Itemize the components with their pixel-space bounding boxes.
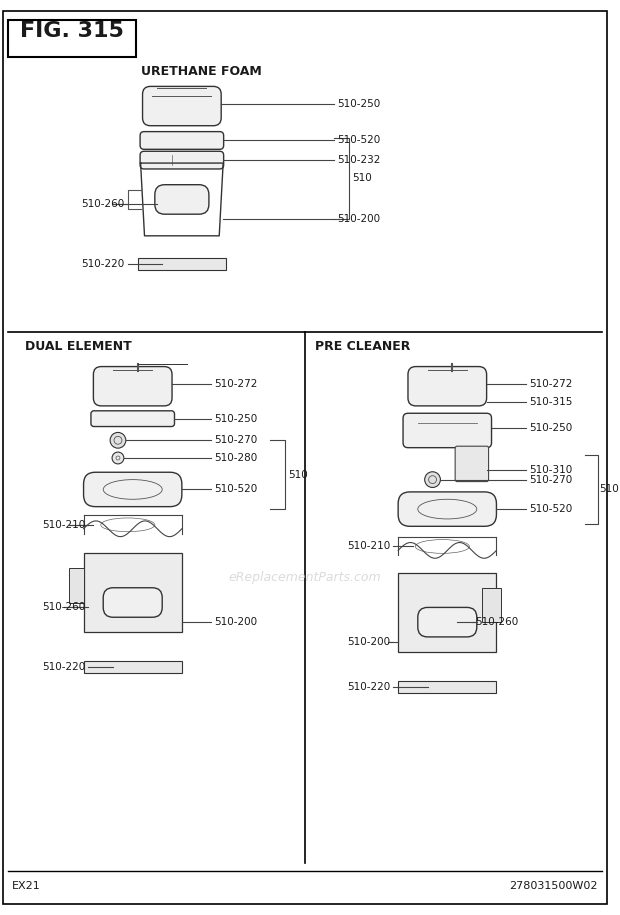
Text: 510-250: 510-250 [215,414,257,424]
Text: 510-260: 510-260 [82,199,125,210]
Text: 510-260: 510-260 [475,617,518,627]
Bar [84,662,182,673]
Text: eReplacementParts.com: eReplacementParts.com [228,572,381,585]
FancyBboxPatch shape [155,185,209,214]
Text: 510-200: 510-200 [347,637,390,647]
Circle shape [425,472,440,488]
Text: 510-272: 510-272 [215,379,258,389]
FancyBboxPatch shape [418,608,477,637]
Text: PRE CLEANER: PRE CLEANER [314,340,410,353]
Text: 510-232: 510-232 [337,156,381,165]
Text: 510-520: 510-520 [529,504,572,514]
FancyBboxPatch shape [408,367,487,406]
Text: 510-280: 510-280 [215,453,257,463]
FancyBboxPatch shape [455,447,489,481]
Text: EX21: EX21 [12,880,40,890]
Text: 510-272: 510-272 [529,379,572,389]
FancyBboxPatch shape [140,151,224,169]
Text: DUAL ELEMENT: DUAL ELEMENT [25,340,131,353]
Text: 510-210: 510-210 [347,542,390,552]
Text: 510-260: 510-260 [42,602,86,612]
Text: 510-270: 510-270 [529,475,572,485]
Text: 510-220: 510-220 [82,259,125,269]
Bar [482,587,502,622]
Bar [84,554,182,632]
Text: 278031500W02: 278031500W02 [509,880,598,890]
FancyBboxPatch shape [403,414,492,447]
Bar [398,573,497,651]
Text: 510-250: 510-250 [337,99,381,109]
Text: URETHANE FOAM: URETHANE FOAM [141,65,262,78]
Text: 510-200: 510-200 [337,214,380,224]
Text: 510-270: 510-270 [215,436,257,446]
Text: 510-310: 510-310 [529,465,572,475]
Text: 510-520: 510-520 [337,135,381,145]
Bar [398,681,497,693]
Text: 510-520: 510-520 [215,484,257,494]
Text: 510-200: 510-200 [215,617,257,627]
Text: 510-250: 510-250 [529,424,572,434]
FancyBboxPatch shape [91,411,174,426]
Bar [138,258,226,270]
Circle shape [110,433,126,448]
Bar [69,568,84,602]
FancyBboxPatch shape [398,492,497,526]
Text: 510: 510 [352,173,371,183]
FancyBboxPatch shape [84,472,182,507]
FancyBboxPatch shape [103,587,162,618]
Circle shape [112,452,124,464]
Text: 510-210: 510-210 [42,520,86,530]
FancyBboxPatch shape [94,367,172,406]
Text: 510-315: 510-315 [529,397,572,407]
Text: 510: 510 [288,469,308,479]
Text: FIG. 315: FIG. 315 [20,21,124,41]
Text: 510-220: 510-220 [42,662,86,673]
FancyBboxPatch shape [140,132,224,149]
Text: 510: 510 [600,484,619,494]
Text: 510-220: 510-220 [347,682,390,692]
FancyBboxPatch shape [143,86,221,125]
Bar [8,19,136,57]
